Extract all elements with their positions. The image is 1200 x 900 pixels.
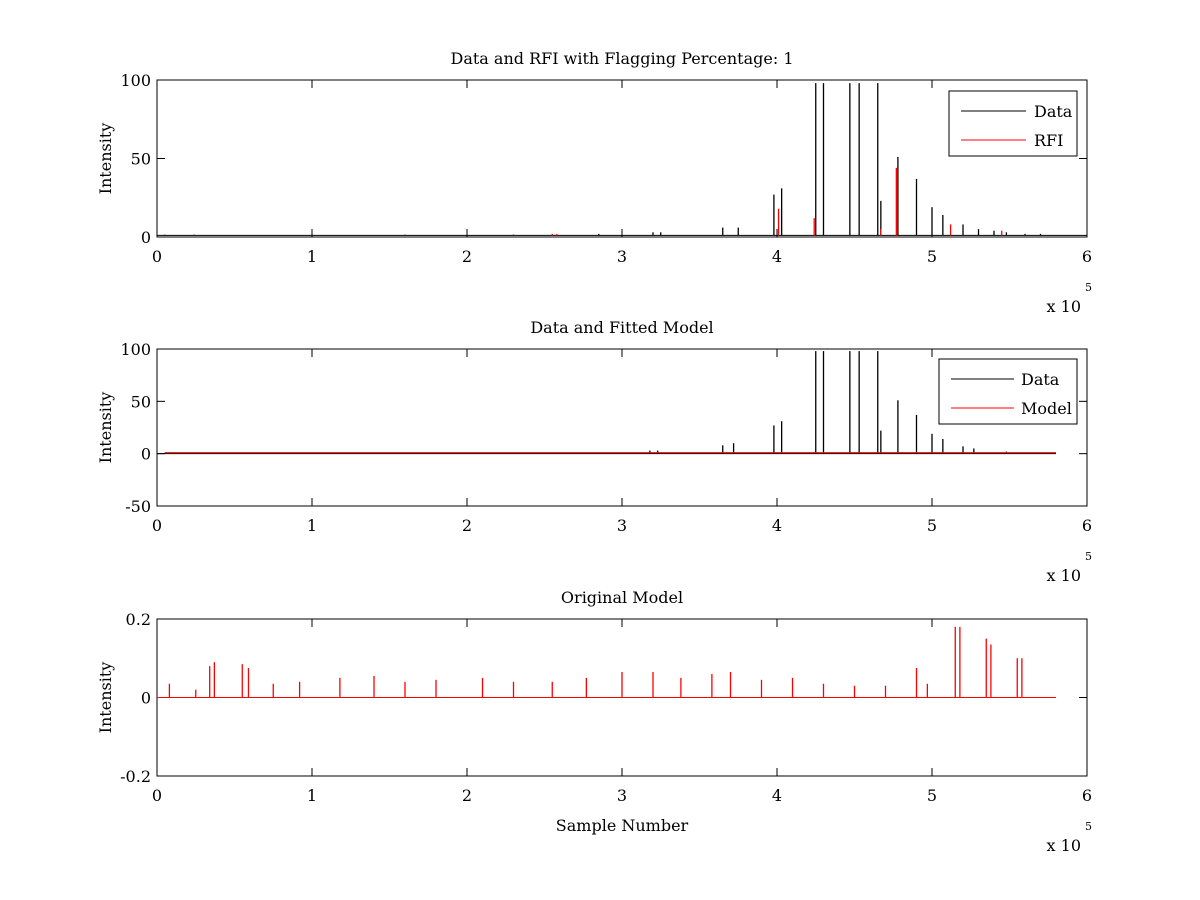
- legend-label: Data: [1021, 370, 1060, 389]
- series-data: [157, 351, 1056, 455]
- x-tick-label: 4: [772, 247, 782, 266]
- x-tick-label: 4: [772, 786, 782, 805]
- legend-label: Data: [1034, 102, 1073, 121]
- y-tick-label: 100: [120, 340, 151, 359]
- x-multiplier-exponent: 5: [1085, 820, 1092, 833]
- legend: Data RFI: [948, 90, 1078, 157]
- legend-box: [948, 90, 1078, 157]
- x-tick-label: 3: [617, 516, 627, 535]
- y-tick-label: 0: [141, 445, 151, 464]
- x-tick-label: 5: [927, 247, 937, 266]
- x-tick-label: 6: [1082, 516, 1092, 535]
- x-multiplier-base: x 10: [1047, 836, 1081, 855]
- x-tick-label: 5: [927, 786, 937, 805]
- y-axis-label: Intensity: [96, 662, 115, 734]
- x-tick-label: 0: [152, 516, 162, 535]
- y-tick-label: 50: [131, 392, 151, 411]
- y-tick-label: -0.2: [120, 767, 151, 786]
- legend: Data Model: [938, 358, 1078, 425]
- x-tick-label: 2: [462, 786, 472, 805]
- x-tick-label: 6: [1082, 247, 1092, 266]
- x-multiplier-exponent: 5: [1085, 550, 1092, 563]
- y-tick-label: 50: [131, 150, 151, 169]
- x-tick-label: 0: [152, 247, 162, 266]
- y-axis-label: Intensity: [96, 392, 115, 464]
- x-multiplier-exponent: 5: [1085, 281, 1092, 294]
- legend-label: Model: [1021, 399, 1072, 418]
- chart-title: Data and RFI with Flagging Percentage: 1: [450, 49, 793, 68]
- x-axis-label: Sample Number: [556, 816, 689, 835]
- x-tick-label: 2: [462, 516, 472, 535]
- chart-title: Original Model: [561, 588, 683, 607]
- x-multiplier-base: x 10: [1047, 297, 1081, 316]
- series-rfi: [551, 167, 1003, 236]
- y-tick-label: 0: [141, 228, 151, 247]
- x-tick-label: 4: [772, 516, 782, 535]
- y-tick-label: 0.2: [126, 610, 151, 629]
- y-tick-label: 100: [120, 71, 151, 90]
- chart-1: 0 1 2 3 4 5 6 0 50 100 Data and RFI with Flagging …: [96, 49, 1092, 316]
- x-tick-label: 2: [462, 247, 472, 266]
- x-tick-label: 1: [307, 516, 317, 535]
- x-tick-label: 3: [617, 247, 627, 266]
- x-tick-label: 5: [927, 516, 937, 535]
- x-tick-label: 6: [1082, 786, 1092, 805]
- x-tick-label: 1: [307, 786, 317, 805]
- y-tick-label: 0: [141, 689, 151, 708]
- legend-box: [938, 358, 1078, 425]
- x-tick-label: 1: [307, 247, 317, 266]
- y-axis-label: Intensity: [96, 123, 115, 195]
- x-multiplier-base: x 10: [1047, 566, 1081, 585]
- x-tick-label: 0: [152, 786, 162, 805]
- y-tick-label: -50: [125, 497, 151, 516]
- series-model-line: [157, 626, 1056, 698]
- series-data: [157, 83, 1087, 236]
- chart-title: Data and Fitted Model: [530, 318, 713, 337]
- legend-label: RFI: [1034, 131, 1063, 150]
- x-tick-label: 3: [617, 786, 627, 805]
